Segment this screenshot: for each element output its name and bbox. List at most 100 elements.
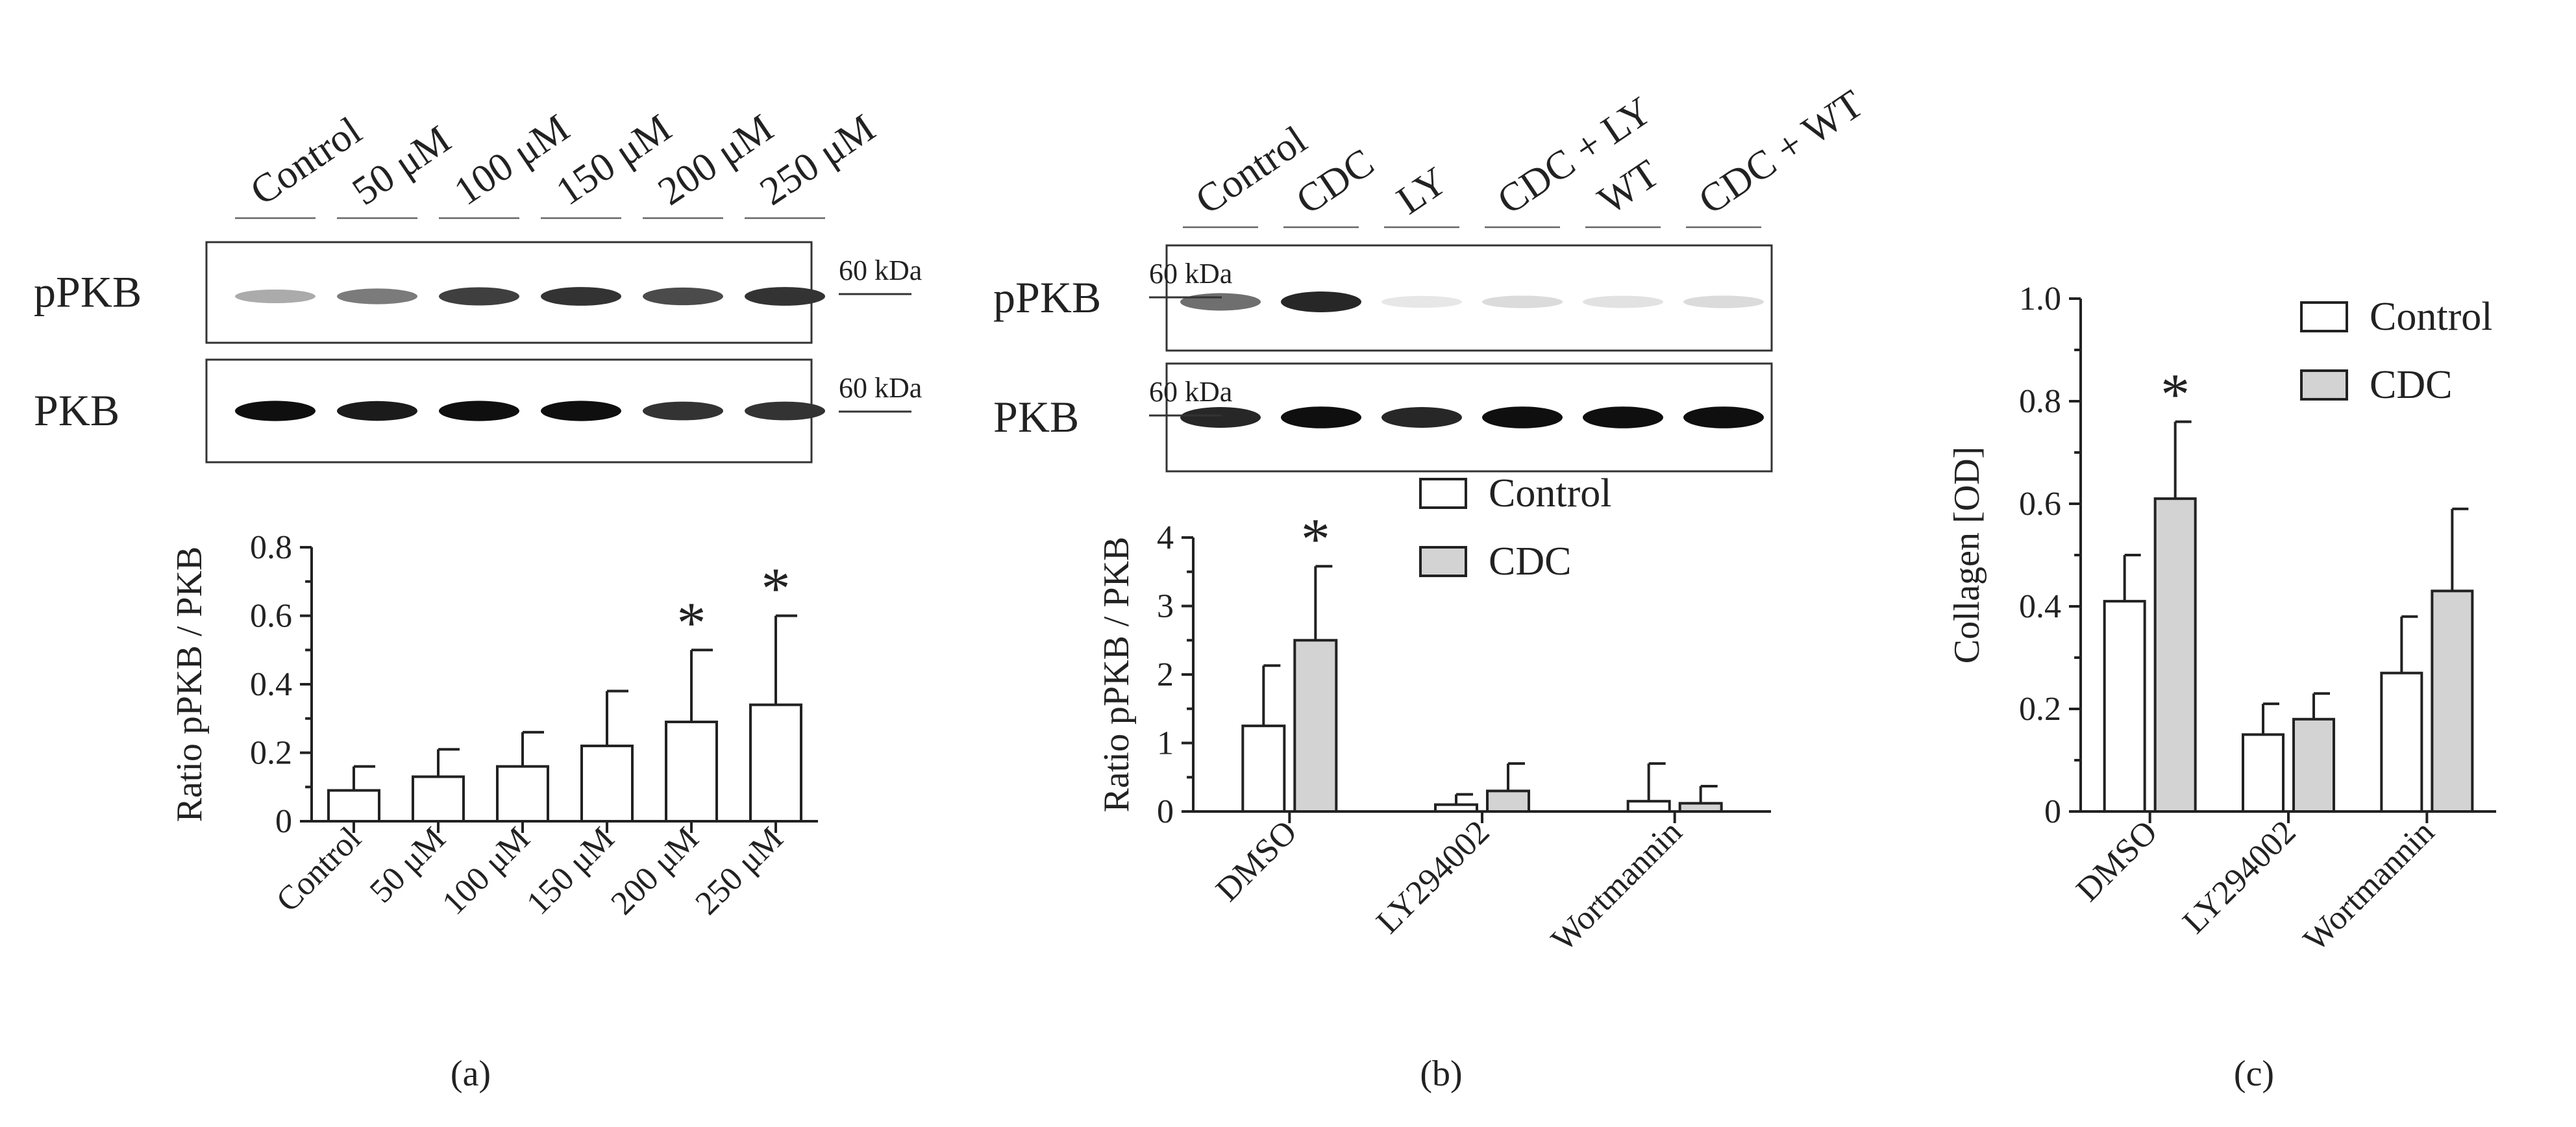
bar: [2380, 671, 2423, 813]
y-tick-label: 2: [1157, 656, 1174, 693]
panel-label-b: (b): [1420, 1054, 1462, 1094]
lane-label: LY: [1389, 158, 1455, 223]
y-tick-label: 0.2: [250, 735, 292, 772]
blot-band: [1482, 406, 1563, 428]
panel-c: 0 0.2 0.4 0.6 0.8 1.0 Collagen [OD] DMSO * LY2940…: [1947, 280, 2496, 1094]
blot-band: [235, 401, 316, 421]
blot-band: [439, 401, 519, 421]
lane-label: Control: [1188, 118, 1315, 223]
bar: [1293, 639, 1338, 813]
bar: [327, 789, 380, 823]
blot-frame: [1165, 362, 1773, 473]
y-tick-label: 0.2: [2019, 691, 2061, 728]
legend-label: Control: [1489, 471, 1611, 515]
bar: [412, 775, 465, 823]
blot-row-label: PKB: [34, 386, 119, 435]
blot-band: [1482, 295, 1563, 308]
bar: [1241, 724, 1286, 813]
blot-band: [337, 401, 417, 421]
bar: [496, 765, 549, 823]
bar: [1434, 803, 1478, 813]
lane-label: CDC + WT: [1691, 82, 1871, 223]
mw-marker-label: 60 kDa: [839, 372, 922, 404]
blot-band: [1180, 293, 1261, 311]
y-tick-label: 0: [275, 803, 292, 840]
bar: [1678, 802, 1723, 813]
y-tick-label: 1: [1157, 725, 1174, 762]
lane-label: 100 μM: [447, 106, 577, 214]
blot-row-label: pPKB: [34, 267, 142, 317]
lane-label: Control: [243, 108, 369, 214]
mw-marker-label: 60 kDa: [1149, 376, 1232, 408]
blot-band: [1180, 407, 1261, 428]
blot-band: [1683, 406, 1764, 428]
blot-band: [1683, 295, 1764, 308]
y-tick-label: 0: [1157, 793, 1174, 830]
y-tick-label: 4: [1157, 519, 1174, 556]
legend-swatch: [2300, 301, 2348, 332]
x-tick-label: LY294002: [2176, 813, 2303, 941]
x-tick-label: 250 μM: [688, 820, 790, 922]
significance-marker: *: [762, 557, 791, 621]
blot-band: [1381, 295, 1462, 308]
blot-band: [541, 401, 621, 421]
lane-label: 150 μM: [549, 106, 679, 214]
legend-label: CDC: [1489, 539, 1571, 584]
lane-label: 200 μM: [650, 106, 781, 214]
x-tick-label: 200 μM: [604, 820, 706, 922]
legend-swatch: [1419, 478, 1467, 509]
y-tick-label: 0.6: [2019, 486, 2061, 523]
mw-marker-label: 60 kDa: [1149, 258, 1232, 290]
y-axis-label: Ratio pPKB / PKB: [1096, 537, 1137, 813]
y-axis-label: Collagen [OD]: [1947, 447, 1987, 663]
bar: [2431, 589, 2474, 813]
blot-row-label: pPKB: [993, 273, 1101, 322]
bar: [1486, 789, 1530, 813]
blot-band: [1281, 291, 1361, 312]
x-tick-label: Wortmannin: [1544, 813, 1689, 958]
mw-marker-label: 60 kDa: [839, 254, 922, 286]
x-tick-label: 150 μM: [519, 820, 621, 922]
blot-band: [235, 289, 316, 304]
legend-label: CDC: [2370, 363, 2452, 407]
significance-marker: *: [677, 591, 706, 655]
bar: [2242, 733, 2285, 813]
y-tick-label: 3: [1157, 588, 1174, 625]
x-tick-label: DMSO: [2070, 813, 2165, 909]
y-tick-label: 0.6: [250, 598, 292, 635]
bar: [665, 721, 718, 823]
blot-band: [337, 288, 417, 304]
blot-band: [541, 287, 621, 306]
y-tick-label: 0.8: [2019, 383, 2061, 420]
x-tick-label: LY294002: [1370, 813, 1497, 941]
y-tick-label: 0.4: [2019, 588, 2061, 625]
legend-swatch: [1419, 546, 1467, 577]
bar: [2103, 600, 2146, 813]
blot-band: [745, 401, 825, 421]
bar: [2153, 497, 2197, 813]
blot-frame: [1165, 244, 1773, 352]
blot-band: [1381, 407, 1462, 428]
blot-band: [1583, 406, 1663, 428]
x-tick-label: 100 μM: [435, 820, 537, 922]
panel-label-c: (c): [2234, 1054, 2274, 1094]
bar: [749, 703, 802, 823]
bar-chart-c: 0 0.2 0.4 0.6 0.8 1.0 Collagen [OD] DMSO * LY2940…: [1947, 280, 2496, 958]
blot-band: [1281, 406, 1361, 428]
blot-band: [643, 401, 723, 421]
blot-row-label: PKB: [993, 392, 1079, 441]
bar: [2292, 717, 2335, 813]
x-tick-label: DMSO: [1209, 813, 1304, 909]
lane-label: 250 μM: [752, 106, 883, 214]
y-tick-label: 0.8: [250, 529, 292, 566]
blot-band: [439, 287, 519, 306]
blot-band: [1583, 295, 1663, 308]
legend-label: Control: [2370, 295, 2492, 339]
y-tick-label: 0: [2044, 793, 2061, 830]
